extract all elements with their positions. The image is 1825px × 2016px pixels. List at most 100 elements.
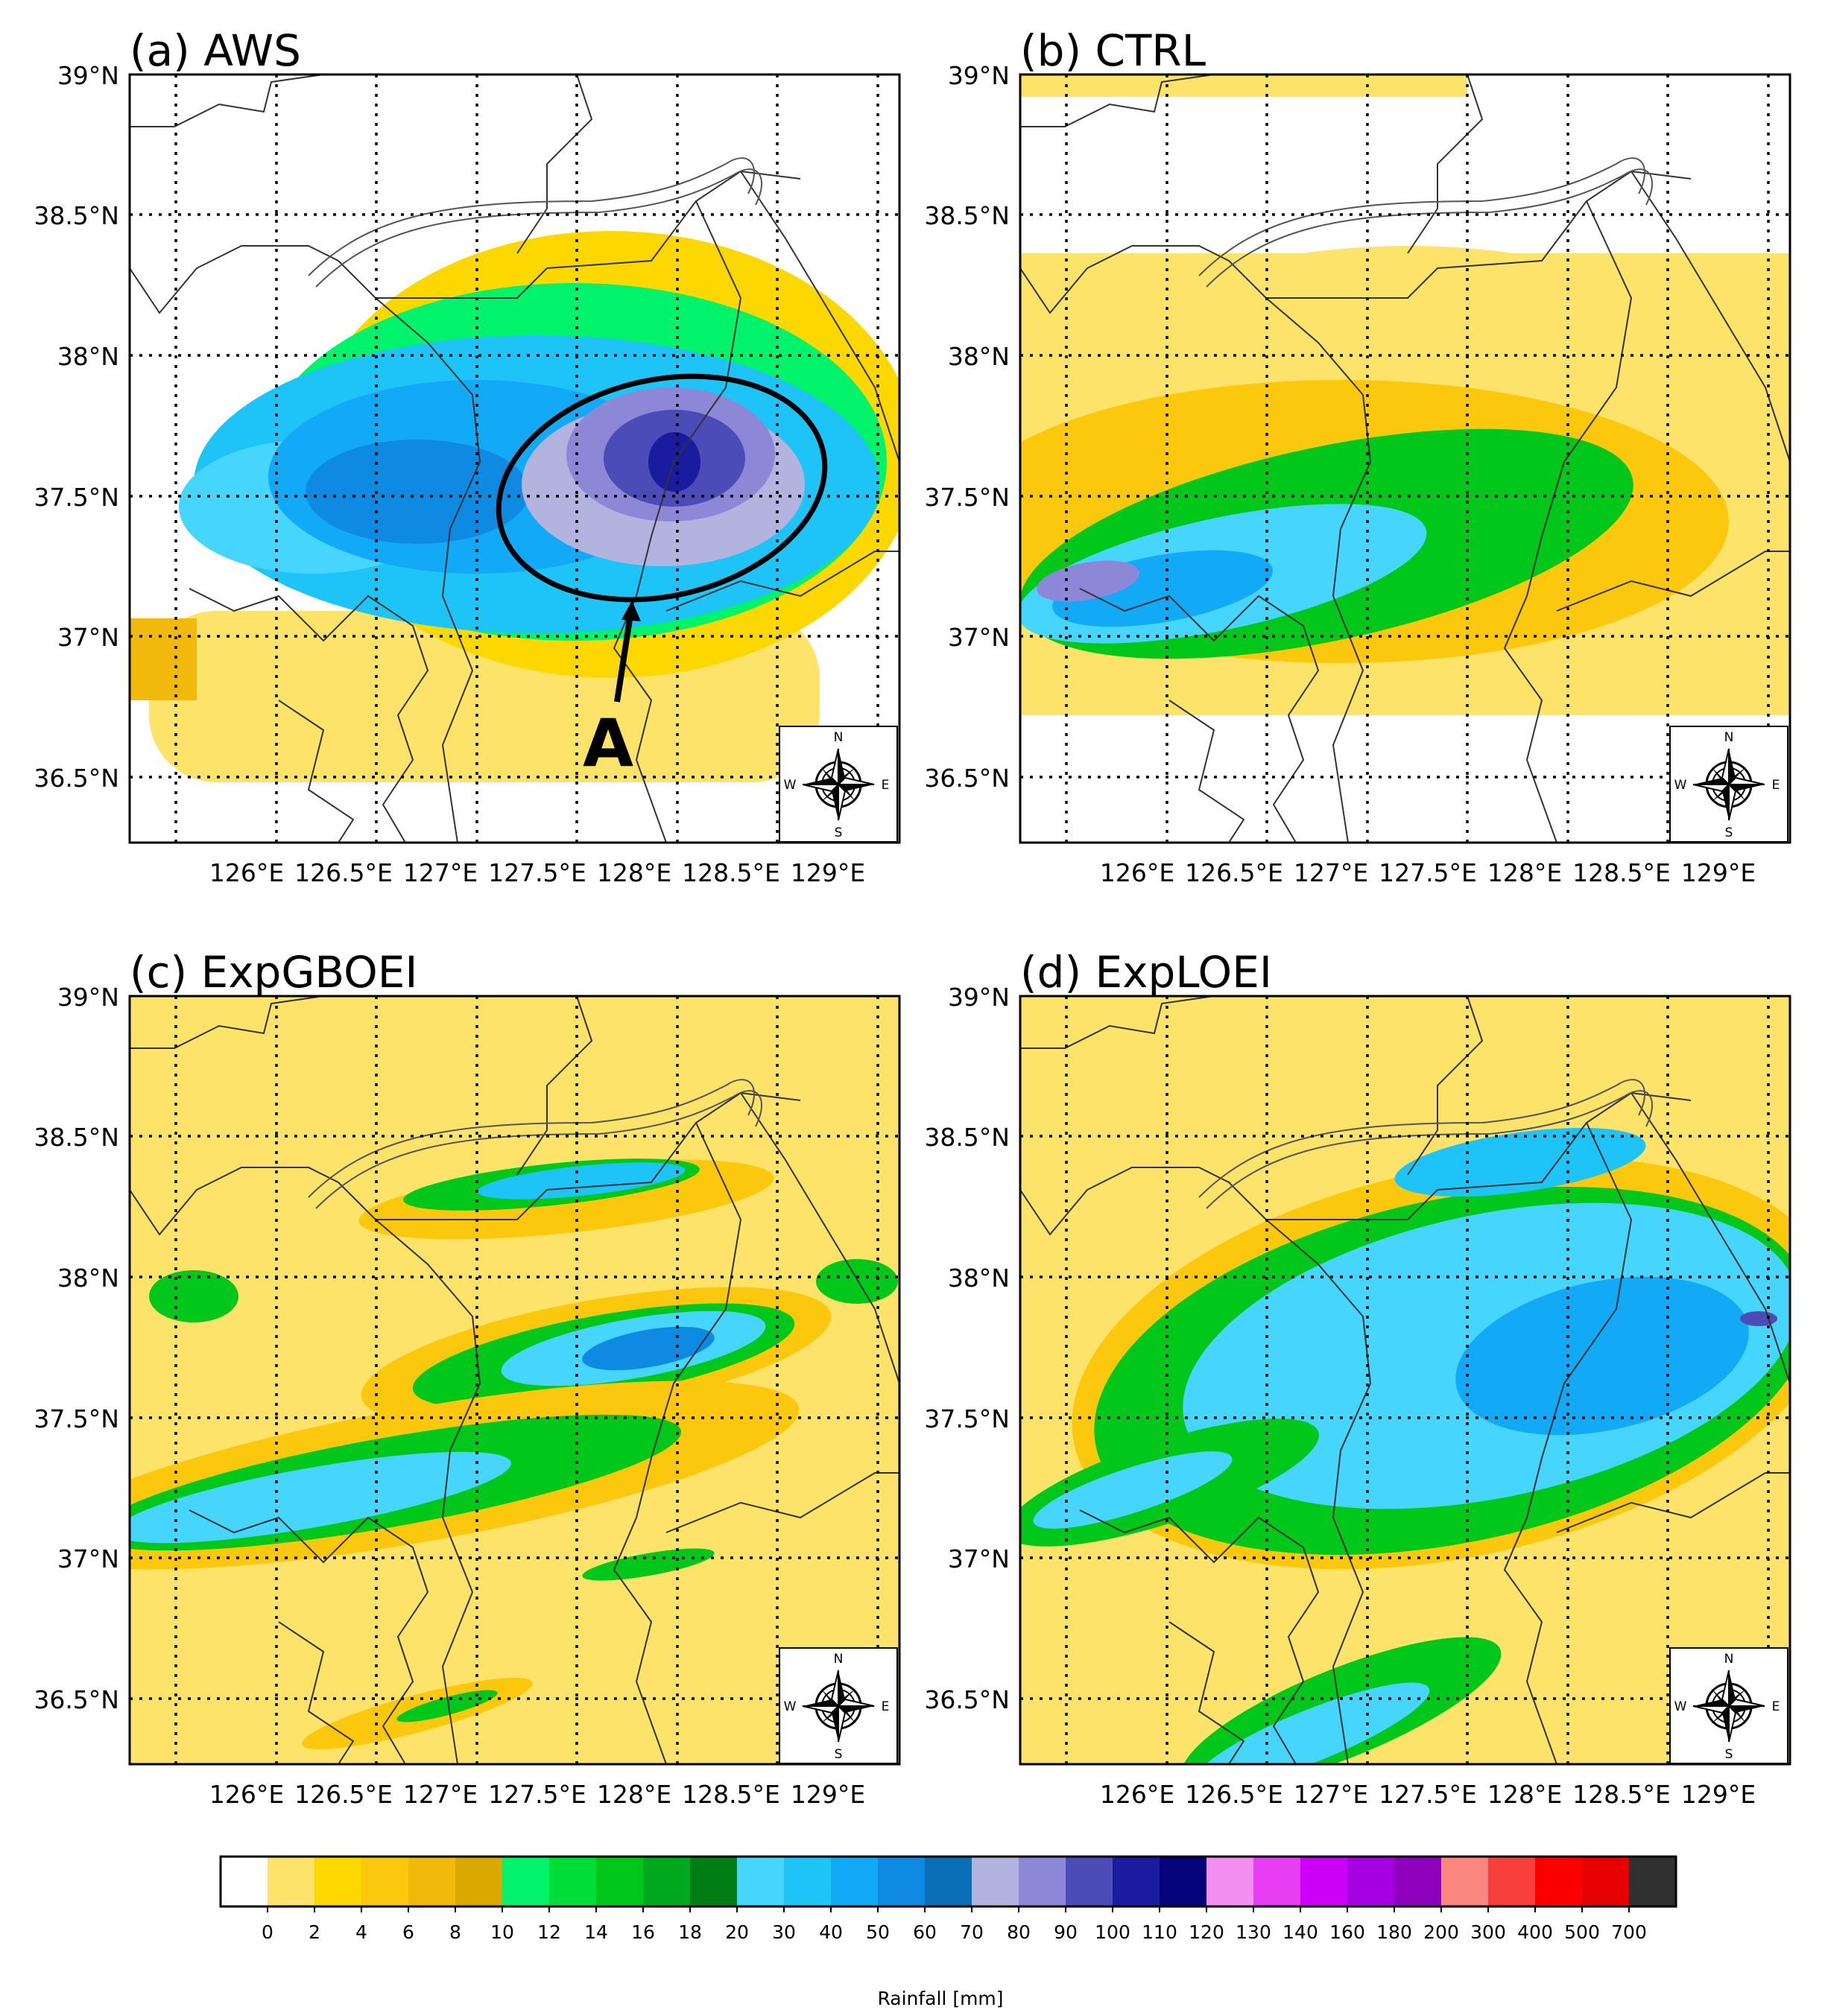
rainfall-field-c — [130, 996, 899, 1764]
colorbar-tick-label: 400 — [1517, 1921, 1553, 1943]
colorbar-swatch — [1206, 1857, 1254, 1906]
colorbar-tick-label: 160 — [1329, 1921, 1365, 1943]
longitude-tick-label: 127.5°E — [1379, 858, 1477, 887]
boundary-line — [740, 171, 899, 463]
colorbar-swatch — [268, 1857, 315, 1906]
colorbar-tick-label: 0 — [262, 1921, 273, 1943]
boundary-line — [130, 245, 376, 314]
colorbar-tick-label: 16 — [631, 1921, 655, 1943]
colorbar-tick-label: 2 — [309, 1921, 320, 1943]
rainfall-contour — [582, 1326, 715, 1371]
latitude-tick-label: 39°N — [57, 983, 119, 1012]
panel-d — [1020, 996, 1790, 1764]
dmz-line — [1206, 1090, 1654, 1209]
latitude-tick-label: 37.5°N — [924, 1404, 1010, 1433]
boundary-line — [516, 996, 593, 1176]
longitude-tick-label: 127°E — [403, 1780, 478, 1809]
longitude-tick-label: 126.5°E — [294, 858, 393, 887]
longitude-tick-label: 127.5°E — [488, 1780, 586, 1809]
highlight-ellipse — [496, 373, 828, 603]
colorbar-swatch — [596, 1857, 644, 1906]
longitude-tick-label: 128°E — [597, 1780, 671, 1809]
panel-b — [1020, 75, 1790, 843]
colorbar-tick-label: 50 — [866, 1921, 890, 1943]
colorbar-swatch — [1394, 1857, 1442, 1906]
colorbar-swatch — [784, 1857, 832, 1906]
latitude-tick-label: 38.5°N — [34, 1123, 119, 1152]
compass-label-w: W — [784, 1699, 797, 1714]
colorbar-swatch — [690, 1857, 738, 1906]
compass-label-w: W — [784, 778, 797, 793]
colorbar-swatch — [1253, 1857, 1301, 1906]
colorbar-tick-label: 40 — [819, 1921, 843, 1943]
latitude-tick-label: 38°N — [948, 1264, 1010, 1293]
annotation-a: A — [496, 373, 828, 782]
colorbar-swatch — [925, 1857, 972, 1906]
colorbar-swatch — [737, 1857, 785, 1906]
compass-label-n: N — [834, 1652, 844, 1667]
latitude-tick-label: 37°N — [948, 623, 1010, 652]
colorbar-tick-label: 8 — [449, 1921, 461, 1943]
colorbar-swatch — [1019, 1857, 1066, 1906]
map-frame — [1019, 73, 1791, 844]
boundary-line — [1168, 1621, 1245, 1764]
panel-title: (c) ExpGBOEI — [130, 947, 418, 998]
compass-label-e: E — [882, 1699, 890, 1714]
map-frame — [1019, 995, 1791, 1766]
arrow-head — [621, 600, 641, 621]
boundary-line — [516, 75, 593, 254]
latitude-tick-label: 37°N — [57, 1544, 119, 1573]
rainfall-contour — [1020, 75, 1467, 97]
colorbar-tick-label: 180 — [1376, 1921, 1412, 1943]
colorbar-tick-label: 60 — [913, 1921, 937, 1943]
boundary-line — [1407, 75, 1484, 254]
colorbar-tick-label: 12 — [537, 1921, 561, 1943]
rainfall-contour — [130, 1451, 511, 1544]
boundary-line — [375, 1219, 481, 1764]
longitude-tick-label: 128°E — [597, 858, 671, 887]
rainfall-contour — [1193, 1682, 1430, 1764]
compass-label-n: N — [834, 730, 844, 745]
panel-a-overlay: (a) AWS 39°N 38.5°N 38°N 37.5°N 37°N 36.5°N 126… — [34, 25, 901, 887]
boundary-line — [130, 75, 324, 127]
colorbar: 0 2 4 6 8 10 12 14 16 18 20 30 40 50 60 70 80 90 100 110 120… — [219, 1855, 1677, 2009]
panel-d-overlay: (d) ExpLOEI 39°N 38.5°N 38°N 37.5°N 37°N 36.5°… — [924, 947, 1791, 1809]
boundary-line — [1631, 1092, 1790, 1384]
boundary-line — [665, 1472, 899, 1533]
colorbar-swatch — [1113, 1857, 1160, 1906]
boundary-line — [189, 1509, 429, 1764]
boundary-line — [1079, 1509, 1320, 1764]
dmz-line — [1198, 157, 1646, 276]
colorbar-swatch — [1535, 1857, 1583, 1906]
latitude-tick-label: 37.5°N — [34, 1404, 119, 1433]
colorbar-tick-label: 110 — [1142, 1921, 1177, 1943]
boundary-line — [665, 551, 899, 612]
colorbar-swatch — [549, 1857, 597, 1906]
rainfall-field-d — [1020, 996, 1790, 1764]
colorbar-tick-label: 20 — [725, 1921, 749, 1943]
compass-label-w: W — [1674, 1699, 1687, 1714]
longitude-tick-label: 129°E — [791, 858, 865, 887]
colorbar-tick-label: 80 — [1007, 1921, 1031, 1943]
latitude-tick-label: 39°N — [57, 61, 119, 90]
colorbar-swatch — [1441, 1857, 1489, 1906]
rainfall-contour — [816, 1259, 898, 1304]
longitude-tick-label: 126°E — [1100, 858, 1174, 887]
colorbar-swatch — [878, 1857, 926, 1906]
compass-label-n: N — [1724, 1652, 1734, 1667]
map-boundaries — [1020, 75, 1790, 843]
panel-b-overlay: (b) CTRL 39°N 38.5°N 38°N 37.5°N 37°N 36.5°N 12… — [924, 25, 1791, 887]
rainfall-contour — [1033, 1451, 1233, 1529]
rainfall-contour — [130, 618, 197, 700]
latitude-tick-label: 37°N — [57, 623, 119, 652]
colorbar-swatch — [502, 1857, 550, 1906]
compass-label-s: S — [835, 1747, 843, 1762]
colorbar-tick-label: 10 — [490, 1921, 514, 1943]
longitude-tick-label: 128.5°E — [682, 1780, 780, 1809]
longitude-tick-label: 128°E — [1487, 1780, 1562, 1809]
boundary-line — [1503, 1122, 1633, 1764]
map-frame — [128, 995, 901, 1766]
longitude-tick-label: 126.5°E — [294, 1780, 393, 1809]
dmz-line — [315, 1090, 763, 1209]
